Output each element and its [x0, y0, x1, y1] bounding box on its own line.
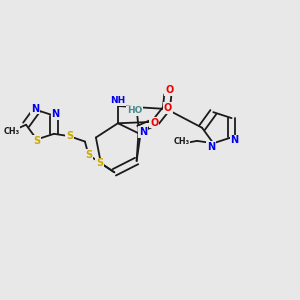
- Text: S: S: [66, 131, 73, 141]
- Text: N: N: [31, 103, 39, 114]
- Text: O: O: [150, 118, 158, 128]
- Text: S: S: [96, 158, 103, 168]
- Text: N: N: [207, 142, 215, 152]
- Text: N: N: [51, 109, 60, 119]
- Text: NH: NH: [110, 96, 125, 105]
- Text: O: O: [165, 85, 173, 95]
- Text: HO: HO: [127, 106, 142, 115]
- Text: S: S: [33, 136, 40, 146]
- Text: CH₃: CH₃: [173, 137, 190, 146]
- Text: N: N: [139, 127, 147, 137]
- Text: N: N: [230, 135, 238, 145]
- Text: O: O: [164, 103, 172, 113]
- Text: S: S: [85, 150, 92, 160]
- Text: CH₃: CH₃: [4, 127, 20, 136]
